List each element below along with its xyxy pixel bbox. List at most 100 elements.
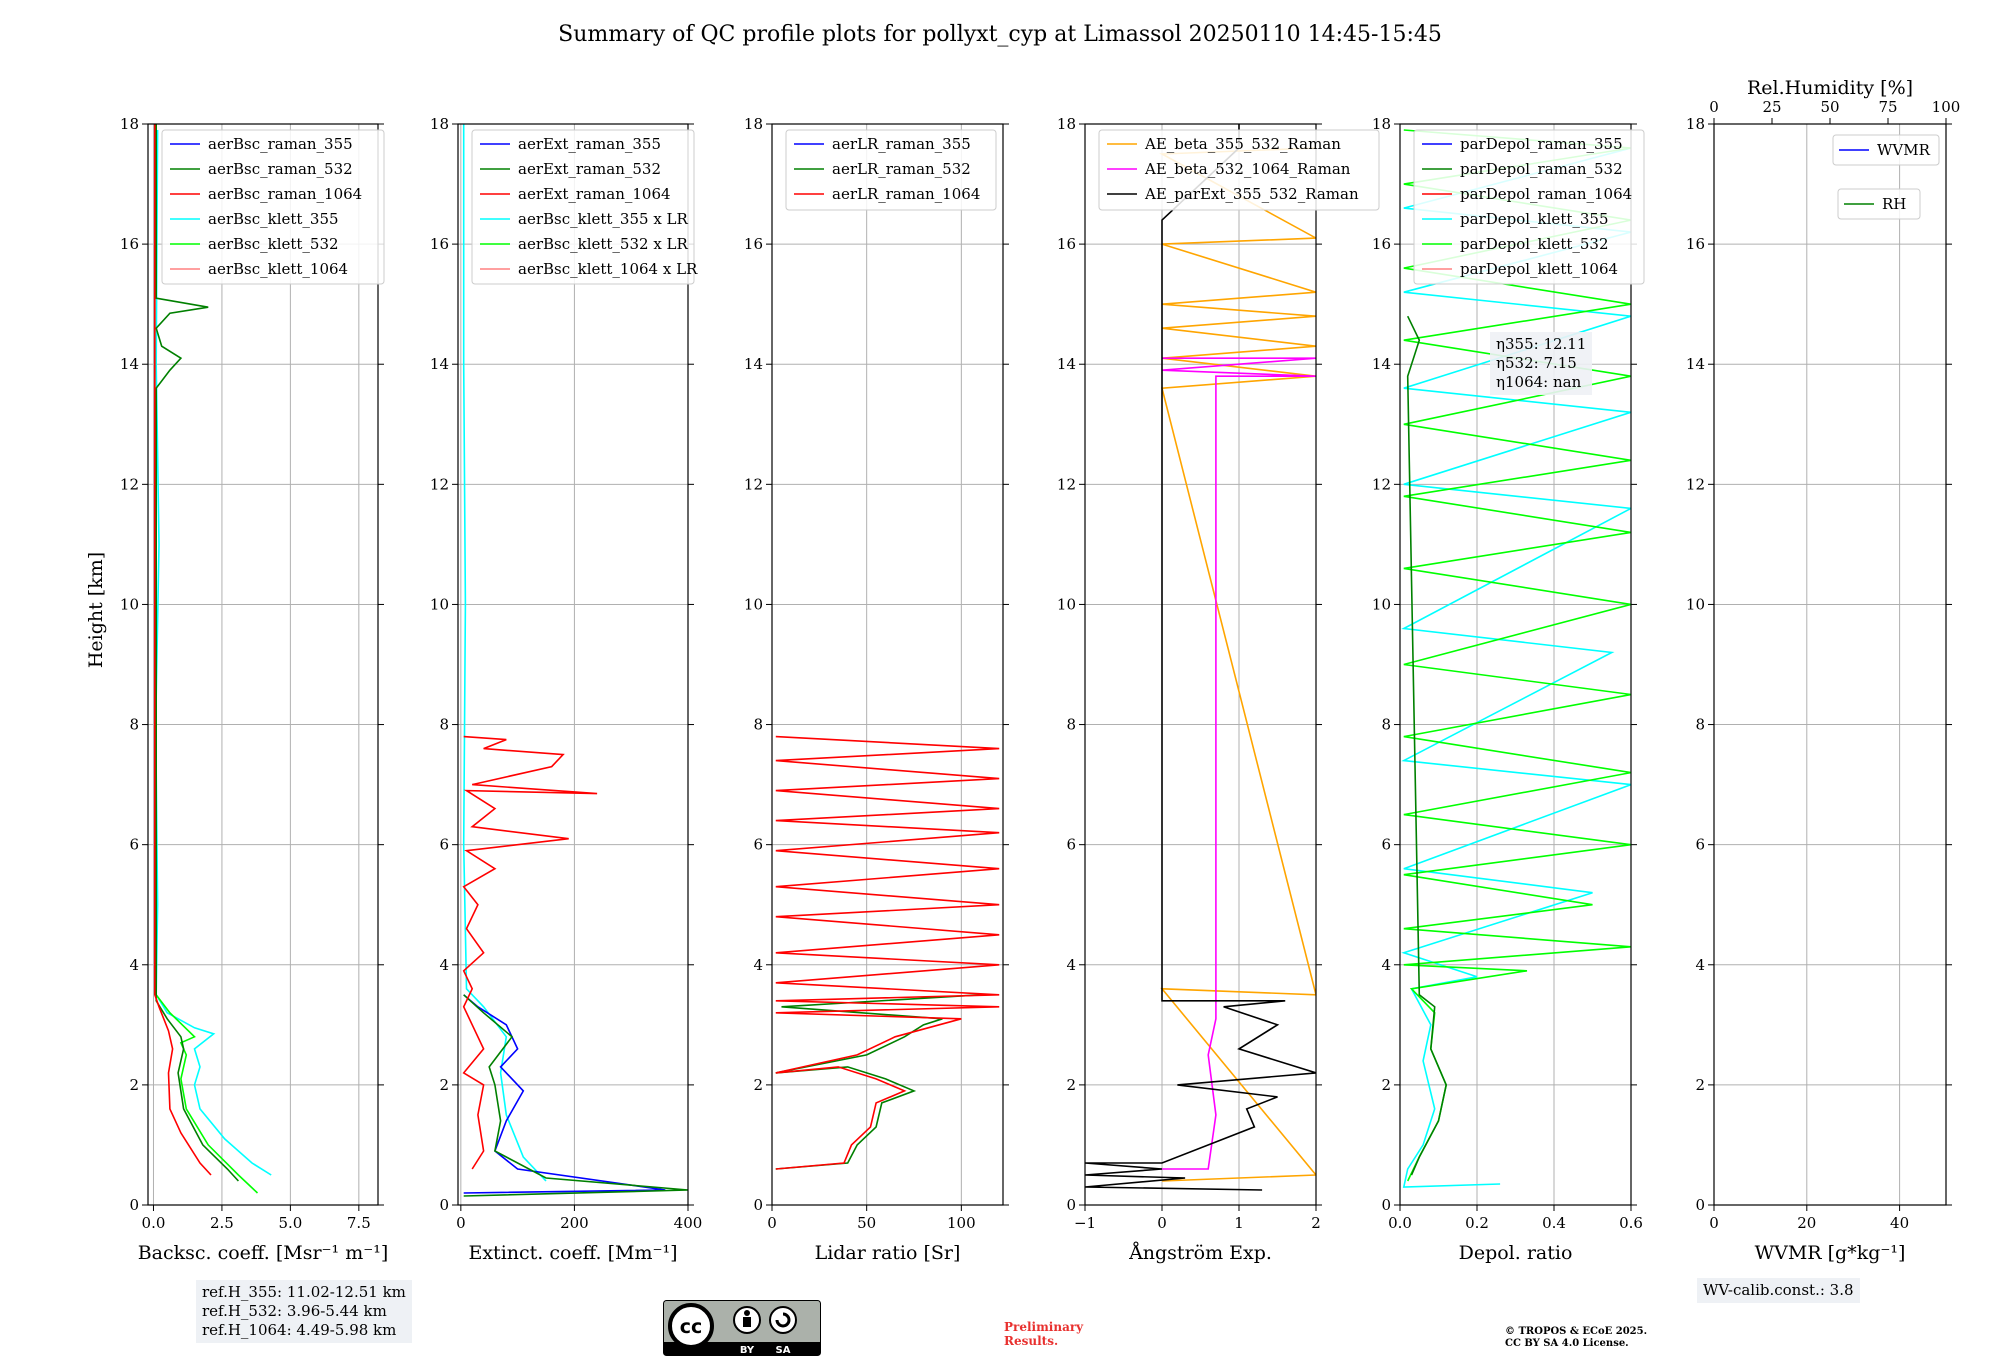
y-tick-label: 16 xyxy=(1057,235,1076,253)
legend-entry: aerLR_raman_532 xyxy=(832,160,971,178)
series-aerExt_raman_532 xyxy=(463,994,688,1197)
figure-title: Summary of QC profile plots for pollyxt_… xyxy=(558,22,1442,47)
preliminary-line-2: Results. xyxy=(1004,1334,1059,1348)
y-tick-label: 4 xyxy=(129,956,139,974)
x-tick-label: 20 xyxy=(1797,1214,1816,1232)
legend-entry: aerBsc_klett_355 x LR xyxy=(518,210,689,228)
x-tick-label: 0 xyxy=(1157,1214,1167,1232)
legend-entry: aerBsc_klett_1064 xyxy=(208,260,348,278)
cc-license-badge: cc BY SA xyxy=(663,1300,821,1356)
legend-entry: AE_beta_355_532_Raman xyxy=(1144,135,1341,153)
y-tick-label: 18 xyxy=(1372,115,1391,133)
y-tick-label: 14 xyxy=(120,355,139,373)
x-tick-label: 0.0 xyxy=(1388,1214,1412,1232)
top-x-tick-label: 50 xyxy=(1820,98,1839,116)
top-x-tick-label: 75 xyxy=(1878,98,1897,116)
y-tick-label: 12 xyxy=(744,475,763,493)
y-tick-label: 12 xyxy=(430,475,449,493)
y-tick-label: 16 xyxy=(1686,235,1705,253)
y-tick-label: 10 xyxy=(744,595,763,613)
y-tick-label: 14 xyxy=(1057,355,1076,373)
legend-entry: aerExt_raman_532 xyxy=(518,160,661,178)
series-aerBsc_klett_532 xyxy=(154,130,259,1194)
series-parDepol_raman_532 xyxy=(1406,315,1448,1176)
wv-calib-box: WV-calib.const.: 3.8 xyxy=(1697,1278,1860,1303)
series-group xyxy=(775,735,1000,1170)
plot-frame xyxy=(147,123,379,1206)
legend-entry: aerExt_raman_355 xyxy=(518,135,661,153)
top-x-tick-label: 0 xyxy=(1709,98,1719,116)
x-tick-label: 0.4 xyxy=(1542,1214,1566,1232)
top-x-tick-label: 100 xyxy=(1932,98,1961,116)
x-tick-label: 0 xyxy=(767,1214,777,1232)
legend-entry: aerBsc_klett_532 xyxy=(208,235,339,253)
y-tick-label: 12 xyxy=(1686,475,1705,493)
plot-frame xyxy=(1713,123,1947,1206)
plot-frame xyxy=(771,123,1004,1206)
y-tick-label: 12 xyxy=(120,475,139,493)
series-aerBsc_raman_1064 xyxy=(154,124,212,1176)
y-tick-label: 2 xyxy=(1381,1076,1391,1094)
y-tick-label: 8 xyxy=(439,716,449,734)
y-tick-label: 6 xyxy=(1695,836,1705,854)
legend-entry: aerExt_raman_1064 xyxy=(518,185,671,203)
y-tick-label: 2 xyxy=(129,1076,139,1094)
y-tick-label: 18 xyxy=(1686,115,1705,133)
y-tick-label: 6 xyxy=(439,836,449,854)
copyright-note: © TROPOS & ECoE 2025. CC BY SA 4.0 Licen… xyxy=(1505,1326,1647,1350)
panel-extinction: 0 2 4 6 8 10 12 14 16 18 0 200 400 Extinct. coeff. [M… xyxy=(430,115,702,1264)
x-axis-label: Lidar ratio [Sr] xyxy=(815,1242,961,1264)
legend-entry: parDepol_klett_532 xyxy=(1460,235,1609,253)
ref-height-1064: ref.H_1064: 4.49-5.98 km xyxy=(202,1321,397,1339)
panel-backscatter: 0 2 4 6 8 10 12 14 16 18 0.0 2.5 5.0 7.5 Backsc. coeff… xyxy=(120,115,388,1264)
legend-box xyxy=(471,129,695,285)
y-tick-label: 14 xyxy=(1372,355,1391,373)
y-tick-label: 18 xyxy=(744,115,763,133)
ref-height-355: ref.H_355: 11.02-12.51 km xyxy=(202,1283,406,1301)
panel-depol: 0 2 4 6 8 10 12 14 16 18 0.0 0.2 0.4 0.6 Depol. ratio p… xyxy=(1372,115,1645,1264)
eta-box: η355: 12.11 η532: 7.15 η1064: nan xyxy=(1490,332,1593,395)
y-tick-label: 18 xyxy=(430,115,449,133)
x-tick-label: 0 xyxy=(1709,1214,1719,1232)
legend-box xyxy=(1837,188,1921,220)
y-tick-label: 8 xyxy=(1381,716,1391,734)
top-x-tick-label: 25 xyxy=(1762,98,1781,116)
x-axis-label: WVMR [g*kg⁻¹] xyxy=(1755,1242,1906,1264)
x-tick-label: 0 xyxy=(456,1214,466,1232)
legend-entry: aerBsc_raman_355 xyxy=(208,135,353,153)
y-tick-label: 6 xyxy=(129,836,139,854)
y-tick-label: 8 xyxy=(129,716,139,734)
y-tick-label: 2 xyxy=(753,1076,763,1094)
series-parDepol_klett_355 xyxy=(1401,147,1631,1188)
series-aerLR_raman_1064 xyxy=(775,735,1000,1170)
y-tick-label: 12 xyxy=(1372,475,1391,493)
x-axis-label: Backsc. coeff. [Msr⁻¹ m⁻¹] xyxy=(138,1242,389,1264)
y-tick-label: 10 xyxy=(1686,595,1705,613)
cc-by-label: BY xyxy=(740,1345,755,1356)
y-tick-label: 0 xyxy=(129,1196,139,1214)
x-tick-label: 0.6 xyxy=(1619,1214,1643,1232)
y-tick-label: 6 xyxy=(1381,836,1391,854)
series-AE_parExt_355_532_Raman xyxy=(1085,124,1316,1191)
y-tick-label: 16 xyxy=(744,235,763,253)
series-aerBsc_klett_355 xyxy=(154,129,272,1176)
y-tick-label: 18 xyxy=(1057,115,1076,133)
y-tick-label: 0 xyxy=(753,1196,763,1214)
plot-frame xyxy=(1399,123,1632,1206)
y-tick-label: 14 xyxy=(430,355,449,373)
eta-1064: η1064: nan xyxy=(1496,373,1582,391)
legend-entry: parDepol_klett_355 xyxy=(1460,210,1609,228)
series-group xyxy=(154,124,272,1194)
y-tick-label: 8 xyxy=(1066,716,1076,734)
top-axis-label: Rel.Humidity [%] xyxy=(1747,77,1913,99)
x-axis-label: Ångström Exp. xyxy=(1128,1242,1272,1264)
plot-frame xyxy=(1084,123,1317,1206)
y-tick-label: 2 xyxy=(439,1076,449,1094)
x-tick-label: 7.5 xyxy=(347,1214,371,1232)
y-tick-label: 8 xyxy=(1695,716,1705,734)
y-tick-label: 16 xyxy=(120,235,139,253)
